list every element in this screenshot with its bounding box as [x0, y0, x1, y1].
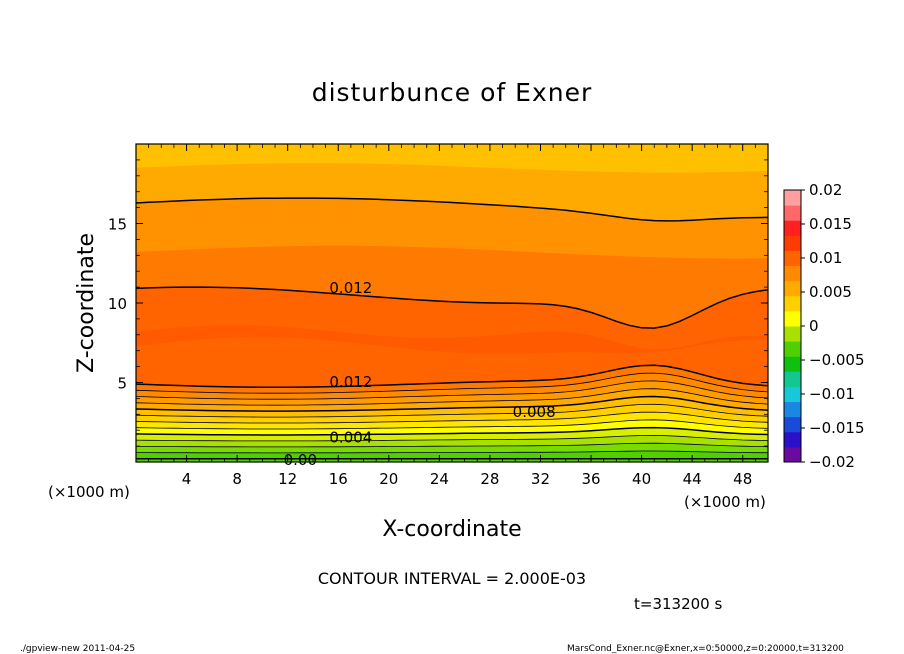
colorbar-tick-label: −0.015 [809, 419, 865, 437]
contour-label-2: 0.008 [513, 403, 556, 421]
x-tick-label: 28 [480, 470, 499, 488]
x-unit-left: (×1000 m) [48, 483, 130, 501]
y-tick-label: 15 [108, 216, 127, 234]
colorbar-swatch-16 [784, 205, 801, 221]
colorbar-swatch-5 [784, 371, 801, 387]
colorbar-tick-label: 0.015 [809, 215, 852, 233]
colorbar-swatch-10 [784, 295, 801, 312]
colorbar-swatch-8 [784, 326, 801, 342]
contour-line-lower-4 [135, 426, 769, 436]
footer-left: ./gpview-new 2011-04-25 [20, 644, 135, 654]
chart-title: disturbunce of Exner [312, 78, 593, 107]
contour-line-lower-10 [135, 380, 769, 400]
x-tick-label: 4 [182, 470, 192, 488]
colorbar-swatch-2 [784, 416, 801, 433]
colorbar-swatch-3 [784, 401, 801, 418]
contour-line-lower-5 [135, 419, 769, 430]
colorbar-swatch-1 [784, 431, 801, 448]
x-axis-label: X-coordinate [382, 517, 521, 542]
colorbar-swatch-13 [784, 250, 801, 267]
colorbar-tick-label: −0.005 [809, 351, 865, 369]
x-tick-label: 32 [531, 470, 550, 488]
contour-line-lower-7 [135, 403, 769, 418]
contour-line-lower-3 [135, 434, 769, 442]
x-tick-label: 40 [632, 470, 651, 488]
x-tick-label: 8 [232, 470, 242, 488]
colorbar-swatch-4 [784, 386, 801, 403]
colorbar-swatch-11 [784, 280, 801, 297]
y-axis-label: Z-coordinate [74, 233, 99, 373]
x-tick-label: 12 [278, 470, 297, 488]
colorbar-tick-label: −0.01 [809, 385, 855, 403]
contour-line-lower-1 [136, 450, 768, 454]
contour-line-lower-2 [136, 442, 769, 448]
y-axis-ticks: 5 10 15 [108, 159, 768, 447]
contour-line-upper-0 [135, 286, 769, 329]
x-tick-label: 24 [430, 470, 449, 488]
footer-right: MarsCond_Exner.nc@Exner,x=0:50000,z=0:20… [567, 644, 844, 654]
contour-line-lower-12 [135, 364, 769, 389]
colorbar-swatch-0 [784, 446, 801, 463]
colorbar-swatch-15 [784, 220, 801, 236]
x-unit-right: (×1000 m) [684, 493, 766, 511]
colorbar-swatch-7 [784, 341, 801, 357]
contour-line-lower-6 [135, 411, 769, 424]
contour-label-0: 0.012 [329, 279, 372, 297]
contour-label-1: 0.012 [329, 373, 372, 391]
colorbar-swatch-17 [784, 190, 801, 206]
colorbar-swatch-9 [784, 310, 801, 327]
contour-line-upper-1 [135, 197, 769, 222]
x-tick-label: 36 [581, 470, 600, 488]
colorbar-tick-label: 0.005 [809, 283, 852, 301]
x-tick-label: 16 [329, 470, 348, 488]
contour-label-3: 0.004 [329, 429, 372, 447]
x-axis-ticks: 4 8 12 16 20 24 28 32 36 40 44 48 [148, 144, 756, 488]
x-tick-label: 44 [683, 470, 702, 488]
colorbar: 0.02 0.015 0.01 0.005 0 −0.005 −0.01 −0.015 −0.0… [783, 181, 865, 471]
contour-line-lower-11 [135, 372, 769, 394]
colorbar-tick-label: 0 [809, 317, 819, 335]
colorbar-swatches [784, 190, 801, 463]
contour-line-lower-9 [135, 388, 769, 406]
x-tick-label: 48 [733, 470, 752, 488]
time-text: t=313200 s [634, 595, 722, 613]
contour-interval-text: CONTOUR INTERVAL = 2.000E-03 [318, 569, 586, 588]
colorbar-tick-labels: 0.02 0.015 0.01 0.005 0 −0.005 −0.01 −0.015 −0.0… [801, 181, 865, 471]
colorbar-tick-label: −0.02 [809, 453, 855, 471]
field-color-bands [136, 144, 768, 462]
y-tick-label: 10 [108, 295, 127, 313]
y-tick-label: 5 [117, 375, 127, 393]
contour-lines [135, 197, 769, 460]
colorbar-swatch-6 [784, 356, 801, 372]
colorbar-tick-label: 0.01 [809, 249, 842, 267]
colorbar-tick-label: 0.02 [809, 181, 842, 199]
contour-line-lower-8 [135, 395, 769, 412]
colorbar-swatch-12 [784, 265, 801, 282]
colorbar-swatch-14 [784, 235, 801, 251]
x-tick-label: 20 [379, 470, 398, 488]
